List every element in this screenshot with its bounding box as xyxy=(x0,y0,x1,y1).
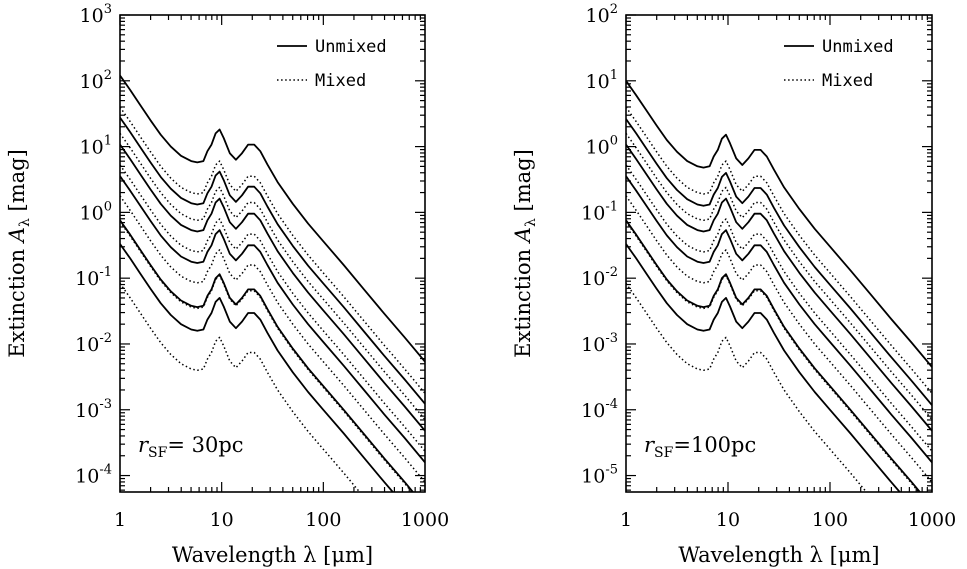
series-line-mixed-8 xyxy=(120,164,425,452)
legend: Unmixed Mixed xyxy=(277,37,387,91)
series-line-mixed-9 xyxy=(120,195,425,483)
y-tick-label: 102 xyxy=(80,68,112,93)
series-line-mixed-7 xyxy=(626,132,932,421)
series-line-unmixed-0 xyxy=(626,80,932,368)
x-axis-label: Wavelength λ [μm] xyxy=(678,543,879,567)
series-line-unmixed-2 xyxy=(120,144,425,432)
series-line-mixed-6 xyxy=(120,106,425,394)
x-tick-label: 1000 xyxy=(908,509,956,531)
series-line-mixed-6 xyxy=(626,106,932,394)
series-line-mixed-8 xyxy=(626,164,932,452)
series-line-mixed-7 xyxy=(120,132,425,421)
series-line-mixed-10 xyxy=(626,221,920,492)
legend-label-unmixed: Unmixed xyxy=(315,37,387,57)
x-tick-label: 100 xyxy=(812,509,848,531)
chart-panel-left: 1 10 100 1000 103 102 101 100 10-1 10-2 10-3 10-4 Wa… xyxy=(5,2,449,567)
x-tick-label: 100 xyxy=(305,509,341,531)
y-tick-label: 100 xyxy=(80,199,112,224)
series-line-unmixed-3 xyxy=(626,175,932,463)
legend-label-unmixed: Unmixed xyxy=(822,37,894,57)
chart-panel-right: 1 10 100 1000 102 101 100 10-1 10-2 10-3 10-4 10-5 W… xyxy=(511,2,956,567)
y-tick-label: 10-2 xyxy=(581,265,618,290)
y-axis-label: Extinction Aλ [mag] xyxy=(511,149,539,358)
radius-annotation: rSF=100pc xyxy=(644,433,756,461)
x-tick-label: 10 xyxy=(716,509,740,531)
y-tick-label: 10-2 xyxy=(75,331,112,356)
y-tick-label: 10-3 xyxy=(75,397,112,422)
legend: Unmixed Mixed xyxy=(784,37,894,91)
series-line-unmixed-4 xyxy=(626,219,922,492)
series-line-mixed-9 xyxy=(626,195,932,483)
y-tick-label: 10-1 xyxy=(75,265,112,290)
series-line-unmixed-5 xyxy=(626,243,901,492)
series-line-mixed-10 xyxy=(120,221,413,492)
series-line-unmixed-2 xyxy=(626,144,932,432)
y-tick-label: 102 xyxy=(586,2,618,27)
series-line-unmixed-1 xyxy=(120,117,425,405)
series-line-mixed-11 xyxy=(626,282,868,492)
x-tick-label: 10 xyxy=(210,509,234,531)
y-tick-label: 10-3 xyxy=(581,331,618,356)
legend-label-mixed: Mixed xyxy=(822,71,873,91)
series-line-unmixed-3 xyxy=(120,175,425,463)
y-tick-label: 10-5 xyxy=(581,463,618,488)
series-line-unmixed-4 xyxy=(120,219,415,492)
x-axis-label: Wavelength λ [μm] xyxy=(172,543,373,567)
legend-label-mixed: Mixed xyxy=(315,71,366,91)
series-line-unmixed-0 xyxy=(120,74,425,363)
series-line-mixed-11 xyxy=(120,282,361,492)
x-tick-label: 1000 xyxy=(401,509,449,531)
y-tick-label: 10-1 xyxy=(581,199,618,224)
y-tick-label: 101 xyxy=(80,134,112,159)
plot-frame xyxy=(119,14,426,493)
x-tick-label: 1 xyxy=(114,509,126,531)
plot-frame xyxy=(625,14,933,493)
radius-annotation: rSF= 30pc xyxy=(138,433,244,461)
series-line-unmixed-1 xyxy=(626,118,932,406)
y-tick-label: 103 xyxy=(80,2,112,27)
series-group xyxy=(120,74,425,492)
series-group xyxy=(626,80,932,492)
y-tick-label: 10-4 xyxy=(75,463,112,488)
y-tick-label: 10-4 xyxy=(581,397,618,422)
series-line-unmixed-5 xyxy=(120,243,395,492)
y-tick-label: 101 xyxy=(586,68,618,93)
y-axis-label: Extinction Aλ [mag] xyxy=(5,149,33,358)
x-tick-label: 1 xyxy=(620,509,632,531)
y-tick-label: 100 xyxy=(586,134,618,159)
